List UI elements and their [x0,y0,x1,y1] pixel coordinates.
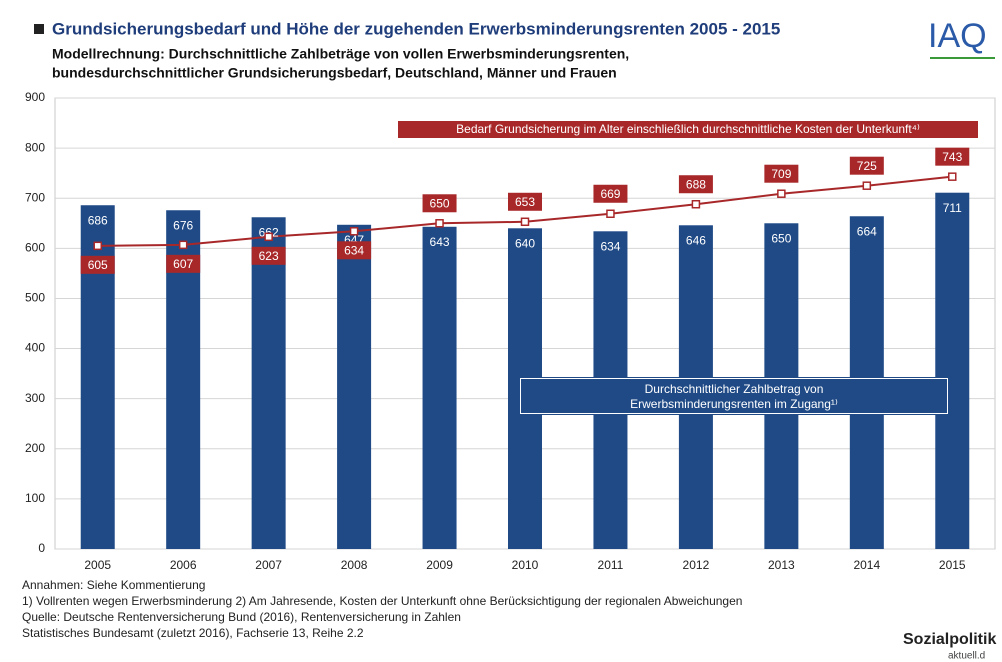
y-tick-label: 600 [25,241,45,255]
bar-value-label: 646 [686,233,706,247]
bar-value-label: 662 [259,225,279,239]
line-label-box [166,254,201,273]
line-label-box [935,147,970,166]
y-tick-label: 400 [25,341,45,355]
logo: Sozialpolitik [903,631,996,648]
line-marker [520,217,530,227]
line-value-label: 607 [173,257,193,271]
bar-value-label: 640 [515,236,535,250]
line-value-label: 623 [259,249,279,263]
footnote: Quelle: Deutsche Rentenversicherung Bund… [22,610,461,624]
bar [251,217,286,549]
line-label-box [678,175,713,194]
y-tick-label: 700 [25,190,45,204]
line-marker [948,172,957,181]
line-value-label: 650 [430,196,450,210]
line-value-label: 688 [686,177,706,191]
line-label-box [849,156,884,175]
x-tick-label: 2010 [512,558,539,572]
y-tick-label: 200 [25,441,45,455]
line-marker [264,232,273,242]
x-tick-label: 2006 [170,558,197,572]
line-marker [178,240,188,250]
line-marker [862,181,872,190]
y-tick-label: 900 [25,90,45,104]
chart-subtitle: bundesdurchschnittlicher Grundsicherungs… [52,65,617,81]
y-tick-label: 0 [38,541,45,555]
bar-value-label: 650 [771,231,791,245]
line-label-box [764,164,799,183]
line-value-label: 669 [600,187,620,201]
footnote: Annahmen: Siehe Kommentierung [22,578,205,592]
line-marker [349,227,359,236]
y-tick-label: 300 [25,391,45,405]
line-label-box [251,246,286,265]
bar [337,224,372,549]
line-label-box [508,192,542,211]
x-tick-label: 2007 [255,558,282,572]
bar [935,192,970,549]
footnote: 1) Vollrenten wegen Erwerbsminderung 2) … [22,594,742,608]
chart-subtitle: Modellrechnung: Durchschnittliche Zahlbe… [52,46,629,62]
line-value-label: 743 [942,150,962,164]
line-marker [691,199,701,209]
logo: aktuell.d [948,651,985,662]
y-tick-label: 500 [25,291,45,305]
x-tick-label: 2008 [341,558,368,572]
line-marker [606,209,615,219]
y-tick-label: 800 [25,140,45,154]
line-value-label: 634 [344,243,364,257]
x-tick-label: 2012 [683,558,710,572]
x-tick-label: 2014 [853,558,880,572]
line-annotation: Bedarf Grundsicherung im Alter einschlie… [398,121,978,138]
bar-value-label: 643 [430,235,450,249]
bar-value-label: 676 [173,218,193,232]
line-label-box [80,255,115,274]
x-tick-label: 2013 [768,558,795,572]
bar [422,226,457,549]
line-marker [93,241,102,251]
bar-value-label: 686 [88,213,108,227]
bar-annotation: Durchschnittlicher Zahlbetrag von Erwerb… [519,377,949,415]
line-value-label: 605 [88,258,108,272]
line-label-box [422,194,457,213]
x-tick-label: 2009 [426,558,453,572]
x-tick-label: 2005 [84,558,111,572]
line-value-label: 653 [515,195,535,209]
bar-value-label: 711 [943,201,962,215]
line-marker [435,219,444,228]
line-value-label: 725 [857,159,877,173]
bar-value-label: 664 [857,224,877,238]
line-marker [777,189,786,198]
line-value-label: 709 [771,167,791,181]
footnote: Statistisches Bundesamt (zuletzt 2016), … [22,626,364,640]
x-tick-label: 2015 [939,558,966,572]
x-tick-label: 2011 [598,558,624,572]
title-bullet [34,24,44,34]
chart-title: Grundsicherungsbedarf und Höhe der zugeh… [52,19,780,38]
y-tick-label: 100 [25,491,45,505]
bar-value-label: 634 [600,239,620,253]
line-label-box [593,184,628,203]
line-label-box [337,241,372,260]
logo: IAQ [928,17,987,55]
